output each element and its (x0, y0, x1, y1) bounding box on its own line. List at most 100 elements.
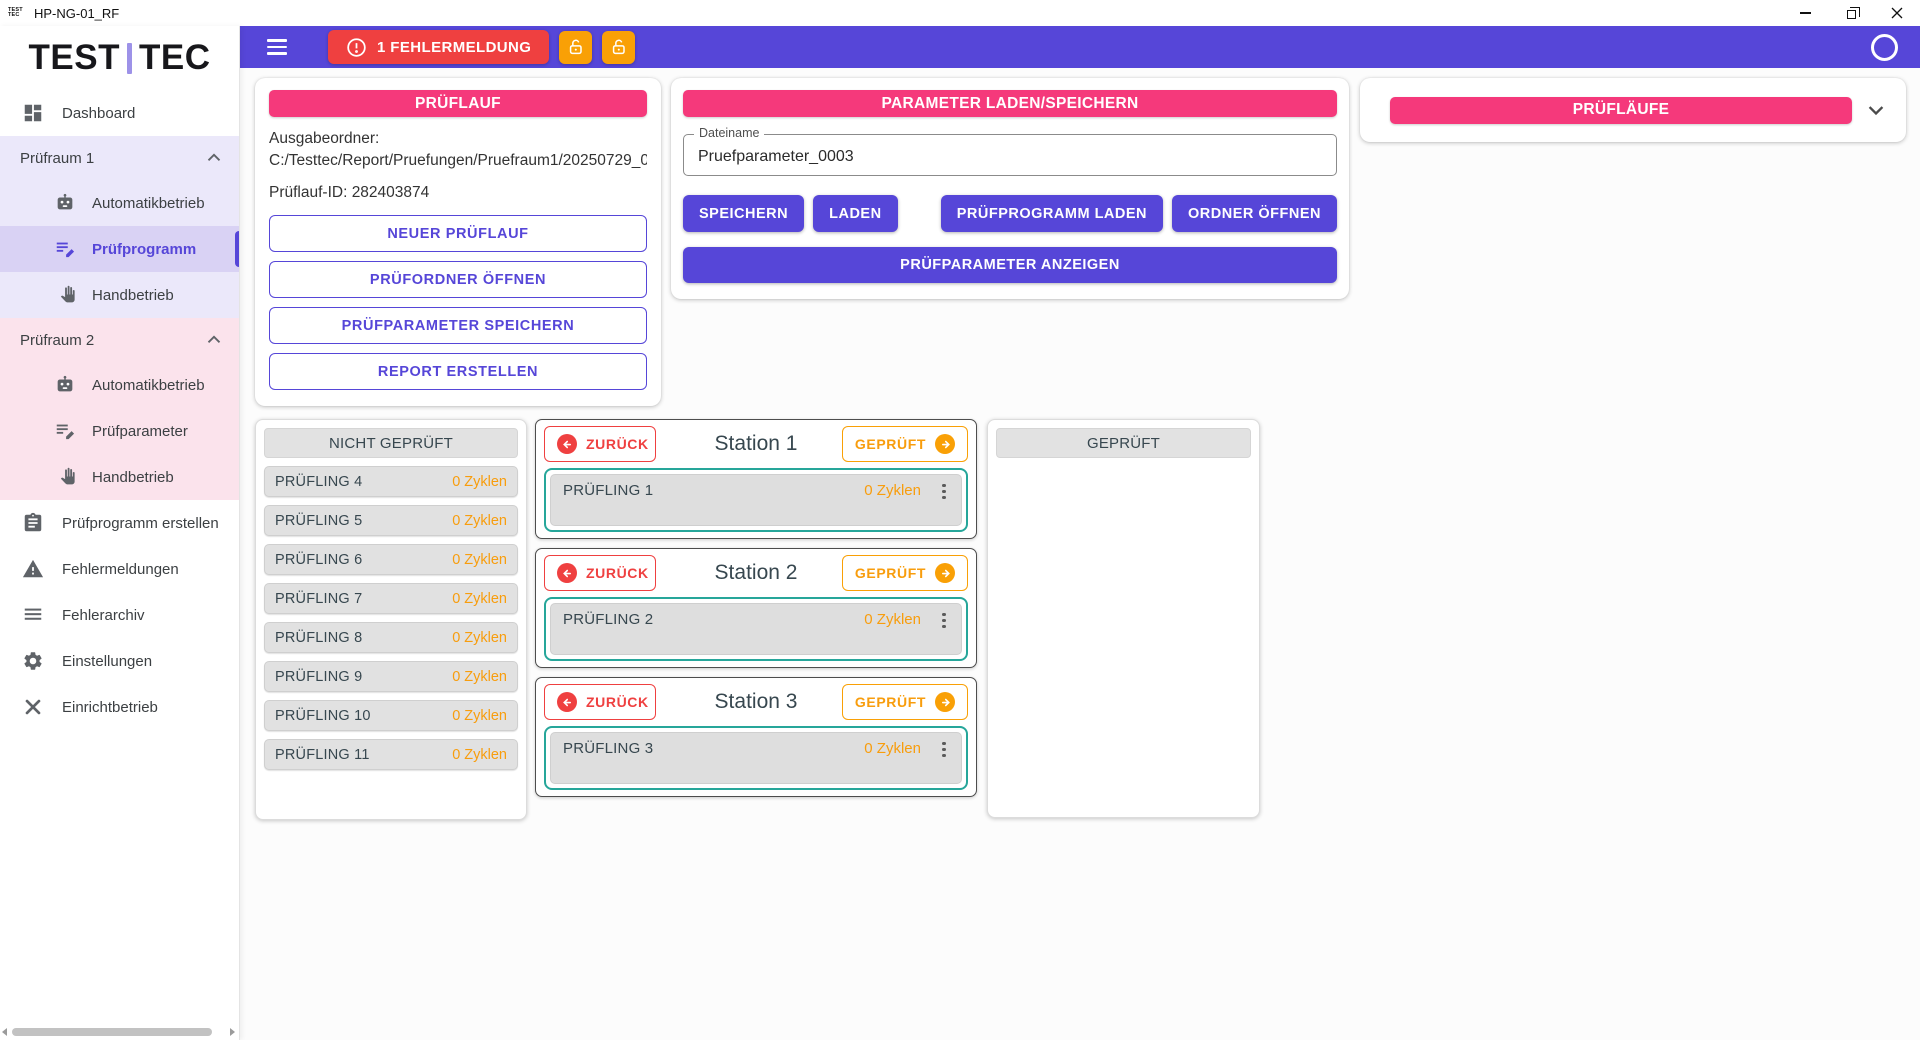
sidebar-group-pruefraum1: Prüfraum 1 Automatikbetrieb Prüfprogramm… (0, 136, 239, 318)
warning-icon (22, 559, 44, 578)
sidebar-item-label: Handbetrieb (92, 286, 174, 304)
logo-text-left: TEST (28, 38, 120, 77)
station-slot: PRÜFLING 3 0 Zyklen (544, 726, 968, 790)
geprueft-column: GEPRÜFT (987, 419, 1260, 818)
robot-icon (57, 375, 73, 392)
sidebar-item-fehlerarchiv[interactable]: Fehlerarchiv (0, 592, 239, 638)
logo-divider (126, 42, 132, 74)
station-slot: PRÜFLING 2 0 Zyklen (544, 597, 968, 661)
sidebar-section-pruefraum1[interactable]: Prüfraum 1 (0, 136, 239, 180)
sidebar-section-pruefraum2[interactable]: Prüfraum 2 (0, 318, 239, 362)
station-block-1: Station 1 ZURÜCK GEPRÜFT (535, 419, 977, 539)
clipboard-icon (24, 512, 42, 532)
pruefleaufe-card-title: PRÜFLÄUFE (1390, 96, 1852, 124)
more-menu-icon[interactable] (935, 740, 953, 758)
scroll-right-arrow-icon[interactable] (230, 1028, 235, 1036)
zurueck-button[interactable]: ZURÜCK (544, 555, 656, 591)
arrow-right-circle-icon (935, 692, 955, 712)
pruefparameter-speichern-button[interactable]: PRÜFPARAMETER SPEICHERN (269, 307, 647, 344)
sidebar-item-einrichtbetrieb[interactable]: Einrichtbetrieb (0, 684, 239, 730)
sidebar-item-pruefparameter[interactable]: Prüfparameter (0, 408, 239, 454)
list-icon (24, 608, 42, 620)
geprueft-button[interactable]: GEPRÜFT (841, 555, 968, 591)
ordner-oeffnen-button[interactable]: ORDNER ÖFFNEN (1172, 195, 1337, 232)
minimize-button[interactable] (1782, 0, 1828, 26)
station-block-3: Station 3 ZURÜCK GEPRÜFT (535, 677, 977, 797)
list-item[interactable]: PRÜFLING 10 0 Zyklen (264, 700, 518, 731)
sidebar-item-automatikbetrieb-2[interactable]: Automatikbetrieb (0, 362, 239, 408)
zurueck-button[interactable]: ZURÜCK (544, 684, 656, 720)
filename-input[interactable] (683, 134, 1337, 176)
alert-circle-icon (347, 37, 366, 57)
app-icon: TEST TEC (8, 7, 23, 18)
station-slot: PRÜFLING 1 0 Zyklen (544, 468, 968, 532)
scroll-left-arrow-icon[interactable] (2, 1028, 7, 1036)
pruefling-card[interactable]: PRÜFLING 2 0 Zyklen (550, 603, 962, 655)
sidebar-item-handbetrieb-2[interactable]: Handbetrieb (0, 454, 239, 500)
sidebar-item-automatikbetrieb-1[interactable]: Automatikbetrieb (0, 180, 239, 226)
speichern-button[interactable]: SPEICHERN (683, 195, 805, 232)
scrollbar-track[interactable] (10, 1028, 227, 1036)
arrow-left-circle-icon (557, 434, 577, 454)
logo-text-right: TEC (138, 38, 211, 77)
horizontal-scrollbar[interactable] (2, 1027, 235, 1037)
restore-icon (1846, 6, 1860, 19)
neuer-prueflauf-button[interactable]: NEUER PRÜFLAUF (269, 215, 647, 252)
hamburger-menu-button[interactable] (260, 32, 294, 62)
sidebar-item-handbetrieb-1[interactable]: Handbetrieb (0, 272, 239, 318)
hand-icon (60, 467, 75, 485)
lock-open-icon (569, 39, 582, 55)
geprueft-button[interactable]: GEPRÜFT (841, 684, 968, 720)
pruefling-card[interactable]: PRÜFLING 3 0 Zyklen (550, 732, 962, 784)
lock-open-button-1[interactable] (559, 30, 593, 64)
expand-button[interactable] (1862, 95, 1892, 125)
parameter-card-title: PARAMETER LADEN/SPEICHERN (683, 90, 1337, 117)
sidebar-item-pruefprogramm-erstellen[interactable]: Prüfprogramm erstellen (0, 500, 239, 546)
report-erstellen-button[interactable]: REPORT ERSTELLEN (269, 353, 647, 390)
geprueft-button[interactable]: GEPRÜFT (841, 426, 968, 462)
restore-button[interactable] (1828, 0, 1874, 26)
pruefordner-oeffnen-button[interactable]: PRÜFORDNER ÖFFNEN (269, 261, 647, 298)
lock-open-button-2[interactable] (602, 30, 636, 64)
zurueck-button[interactable]: ZURÜCK (544, 426, 656, 462)
minimize-icon (1799, 12, 1811, 14)
sidebar-item-pruefprogramm[interactable]: Prüfprogramm (0, 226, 239, 272)
app-logo: TEST TEC (0, 26, 239, 90)
section-label: Prüfraum 2 (20, 331, 95, 349)
error-message-button[interactable]: 1 FEHLERMELDUNG (328, 30, 550, 64)
sidebar-item-label: Einrichtbetrieb (62, 698, 158, 716)
list-edit-icon (56, 242, 75, 258)
list-item[interactable]: PRÜFLING 11 0 Zyklen (264, 739, 518, 770)
pruefleaufe-card: PRÜFLÄUFE (1360, 78, 1906, 142)
laden-button[interactable]: LADEN (813, 195, 898, 232)
more-menu-icon[interactable] (935, 611, 953, 629)
sidebar-item-einstellungen[interactable]: Einstellungen (0, 638, 239, 684)
chevron-down-icon (1868, 106, 1884, 116)
stations-column: Station 1 ZURÜCK GEPRÜFT (535, 419, 977, 797)
sidebar-item-label: Automatikbetrieb (92, 194, 205, 212)
close-button[interactable] (1874, 0, 1920, 26)
arrow-left-circle-icon (557, 692, 577, 712)
pruefparameter-anzeigen-button[interactable]: PRÜFPARAMETER ANZEIGEN (683, 247, 1337, 283)
prueflauf-id: Prüflauf-ID: 282403874 (269, 184, 430, 201)
sidebar-item-label: Handbetrieb (92, 468, 174, 486)
scrollbar-thumb[interactable] (12, 1028, 212, 1036)
more-menu-icon[interactable] (935, 482, 953, 500)
sidebar-item-label: Prüfprogramm (92, 240, 197, 258)
sidebar-item-dashboard[interactable]: Dashboard (0, 90, 239, 136)
window-title: HP-NG-01_RF (34, 5, 120, 21)
robot-icon (57, 193, 73, 210)
main-content: PRÜFLAUF Ausgabeordner: C:/Testtec/Repor… (240, 68, 1920, 1040)
pruefprogramm-laden-button[interactable]: PRÜFPROGRAMM LADEN (940, 195, 1164, 232)
arrow-left-circle-icon (557, 563, 577, 583)
dashboard-icon (24, 104, 42, 122)
sidebar-item-fehlermeldungen[interactable]: Fehlermeldungen (0, 546, 239, 592)
pruefling-card[interactable]: PRÜFLING 1 0 Zyklen (550, 474, 962, 526)
